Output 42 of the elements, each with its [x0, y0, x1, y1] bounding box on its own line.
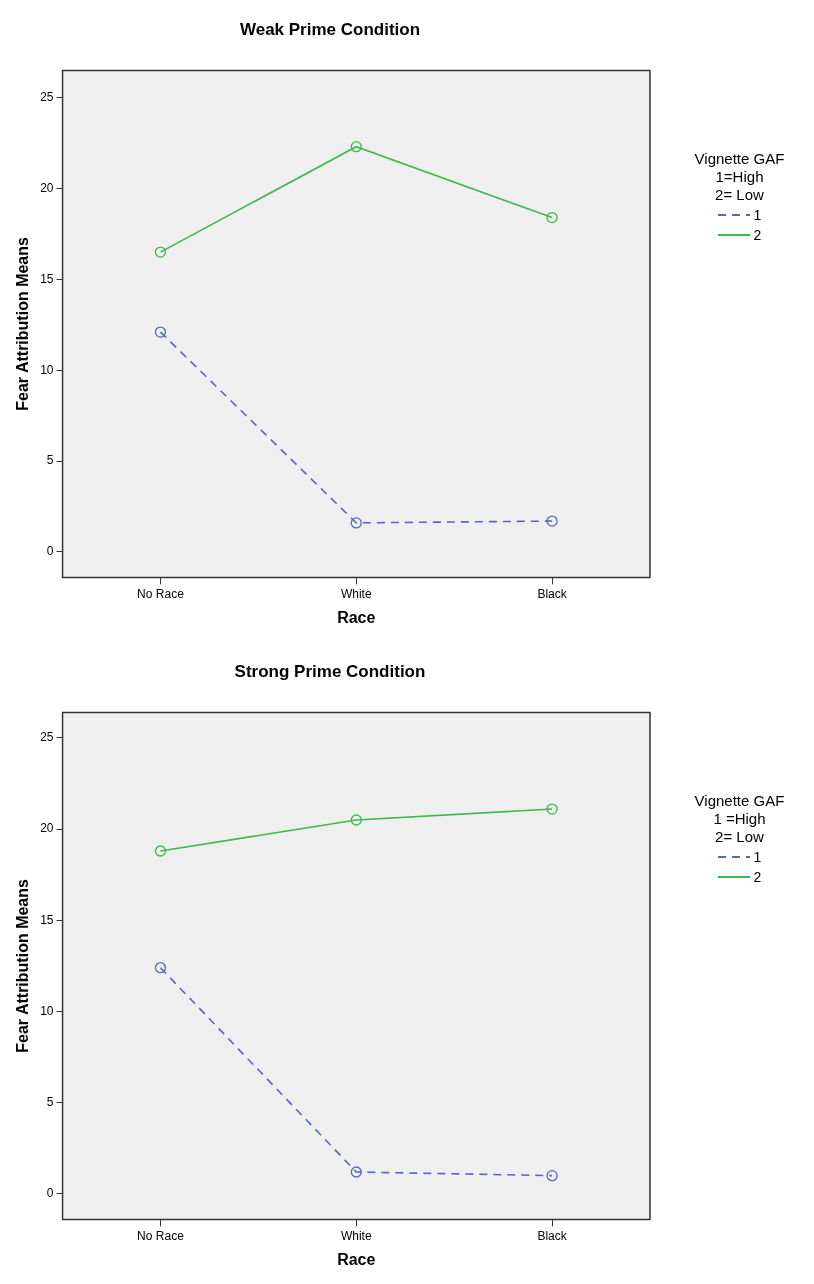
- legend-title: Vignette GAF 1 =High 2= Low: [693, 792, 786, 846]
- point: [154, 326, 167, 338]
- point: [350, 517, 362, 529]
- point: [546, 515, 558, 527]
- chart-title: Weak Prime Condition: [239, 19, 421, 39]
- chart-title: Strong Prime Condition: [234, 661, 426, 681]
- y-tick-label: 0: [46, 1186, 54, 1201]
- y-tick-label: 15: [40, 271, 54, 286]
- x-tick-label: No Race: [137, 1228, 185, 1243]
- x-tick-label: No Race: [137, 586, 185, 601]
- point: [546, 1169, 558, 1182]
- point: [154, 246, 167, 258]
- y-tick-label: 0: [46, 544, 54, 559]
- legend-label: 1: [753, 206, 762, 224]
- y-tick-label: 20: [40, 821, 54, 836]
- point: [350, 814, 362, 826]
- y-tick-label: 25: [40, 89, 54, 104]
- legend-label: 2: [753, 868, 762, 886]
- x-tick-label: Black: [537, 1228, 568, 1243]
- x-axis-title: Race: [337, 608, 376, 626]
- y-tick-label: 25: [40, 730, 54, 745]
- point: [350, 1166, 362, 1178]
- legend-title: Vignette GAF 1=High 2= Low: [693, 150, 786, 204]
- legend-label: 1: [753, 848, 762, 866]
- x-tick-label: Black: [537, 586, 568, 601]
- x-tick-label: White: [340, 1228, 372, 1243]
- y-tick-label: 20: [40, 180, 54, 195]
- y-tick-label: 10: [40, 362, 54, 377]
- y-axis-title: Fear Attribution Means: [14, 878, 32, 1053]
- y-tick-label: 15: [40, 912, 54, 927]
- y-axis-title: Fear Attribution Means: [14, 236, 32, 411]
- y-tick-label: 5: [46, 1094, 54, 1109]
- legend-label: 2: [753, 226, 762, 244]
- y-tick-label: 5: [46, 453, 54, 468]
- point: [154, 845, 167, 857]
- point: [546, 803, 558, 815]
- y-tick-label: 10: [40, 1003, 54, 1018]
- x-axis-title: Race: [337, 1250, 376, 1268]
- point: [154, 962, 167, 974]
- x-tick-label: White: [340, 586, 372, 601]
- point: [350, 141, 362, 153]
- point: [546, 211, 558, 224]
